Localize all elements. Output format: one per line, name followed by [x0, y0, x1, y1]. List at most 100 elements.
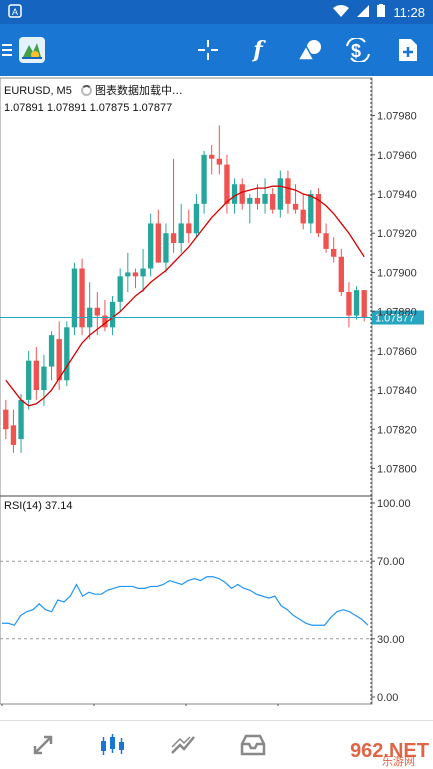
candle-body — [193, 203, 200, 234]
candle-body — [125, 272, 131, 277]
clock-time: 11:28 — [393, 4, 425, 20]
app-toolbar: f $ — [0, 24, 433, 76]
chart-area[interactable]: 1.07877 1.07980 1.07960 1.07940 1.07920 1.07… — [0, 76, 433, 706]
candle-body — [48, 335, 55, 367]
candlestick-chart-icon[interactable] — [96, 729, 130, 761]
function-icon[interactable]: f — [242, 34, 274, 66]
price-pane: 1.07877 — [0, 125, 424, 453]
chart-canvas[interactable]: 1.07877 1.079801.079601.079401.079201.07… — [0, 76, 433, 706]
rsi-label: RSI(14) 37.14 — [4, 500, 73, 512]
metatrader-logo[interactable] — [16, 34, 48, 66]
candle-body — [94, 307, 100, 316]
hamburger-icon[interactable] — [0, 34, 14, 66]
candle-body — [3, 409, 9, 430]
currency-exchange-icon[interactable]: $ — [342, 34, 374, 66]
candle-body — [18, 399, 24, 440]
price-axis-label: 1.07860 — [377, 346, 417, 358]
bottom-navigation: 962.NET 乐游网 — [0, 720, 433, 769]
candle-body — [277, 178, 283, 210]
candle-body — [224, 164, 230, 204]
candle-body — [132, 272, 139, 277]
price-axis-label: 1.07960 — [377, 150, 417, 162]
axes: 1.07980 1.07960 1.07940 1.07920 1.07900 1.078… — [1, 111, 417, 706]
price-axis-label: 1.07880 — [377, 307, 417, 319]
rsi-axis-label: 0.00 — [377, 692, 398, 704]
candle-body — [308, 194, 314, 224]
candle-body — [216, 158, 222, 165]
rsi-pane — [0, 560, 371, 640]
candle-body — [315, 194, 322, 234]
bid-price-label: 1.07877 — [375, 313, 415, 325]
candle-body — [155, 223, 161, 263]
candle-body — [102, 315, 108, 328]
watermark-sub: 乐游网 — [382, 755, 415, 768]
rsi-line — [2, 576, 369, 626]
candle-body — [285, 178, 291, 204]
candle-body — [247, 197, 253, 204]
candle-body — [117, 276, 123, 302]
candle-body — [178, 223, 184, 244]
signal-icon — [357, 4, 370, 20]
svg-text:A: A — [12, 7, 18, 17]
rsi-axis-label: 30.00 — [377, 634, 405, 646]
notification-icon: A — [8, 4, 22, 21]
candle-body — [163, 233, 169, 263]
candle-body — [323, 233, 329, 249]
candle-body — [56, 339, 62, 381]
price-axis-label: 1.07800 — [377, 463, 417, 475]
candle-body — [239, 184, 245, 204]
candle-body — [170, 233, 177, 244]
candle-body — [262, 194, 268, 204]
history-inbox-icon[interactable] — [236, 729, 270, 761]
bid-price-tag — [372, 310, 424, 325]
candle-body — [201, 154, 207, 204]
price-axis-label: 1.07900 — [377, 267, 417, 279]
candle-body — [109, 301, 116, 328]
candle-body — [79, 268, 85, 328]
crosshair-icon[interactable] — [192, 34, 224, 66]
candle-body — [33, 360, 39, 391]
chart-frame — [0, 77, 373, 705]
candle-body — [71, 268, 78, 328]
candle-body — [346, 292, 352, 316]
candle-body — [270, 194, 276, 210]
candle-body — [353, 290, 360, 316]
candle-body — [41, 366, 47, 391]
price-axis-label: 1.07980 — [377, 111, 417, 123]
candle-body — [338, 256, 344, 293]
candle-body — [331, 248, 337, 257]
watermark-text: 962.NET — [350, 740, 429, 762]
loading-spinner-icon — [80, 85, 92, 96]
trade-icon[interactable] — [166, 729, 200, 761]
shapes-icon[interactable] — [294, 34, 326, 66]
loading-text: 图表数据加载中... — [94, 84, 183, 97]
candle-body — [231, 184, 238, 204]
candle-body — [361, 290, 367, 318]
new-order-icon[interactable] — [392, 34, 424, 66]
moving-average-line — [5, 185, 365, 407]
candle-body — [186, 223, 192, 234]
price-axis-label: 1.07820 — [377, 424, 417, 436]
candle-body — [140, 268, 146, 277]
candle-body — [292, 203, 299, 210]
symbol-timeframe: EURUSD, M5 — [4, 85, 72, 97]
candle-body — [148, 223, 154, 269]
price-axis-label: 1.07920 — [377, 228, 417, 240]
ohlc-values: 1.07891 1.07891 1.07875 1.07877 — [4, 102, 173, 114]
wifi-icon — [333, 4, 350, 20]
candle-body — [10, 425, 17, 445]
rsi-axis-label: 70.00 — [377, 556, 405, 568]
candle-body — [300, 209, 306, 224]
quotes-arrows-icon[interactable] — [26, 729, 60, 761]
price-axis-label: 1.07840 — [377, 385, 417, 397]
battery-icon — [377, 4, 386, 20]
candle-body — [64, 327, 70, 381]
price-axis-label: 1.07940 — [377, 189, 417, 201]
candle-body — [254, 197, 261, 204]
status-bar: A 11:28 — [0, 0, 433, 24]
svg-text:$: $ — [351, 41, 361, 61]
function-glyph: f — [253, 37, 263, 63]
rsi-axis-label: 100.00 — [377, 498, 411, 510]
candle-body — [209, 154, 215, 159]
watermark-logo: 962.NET — [350, 740, 429, 763]
